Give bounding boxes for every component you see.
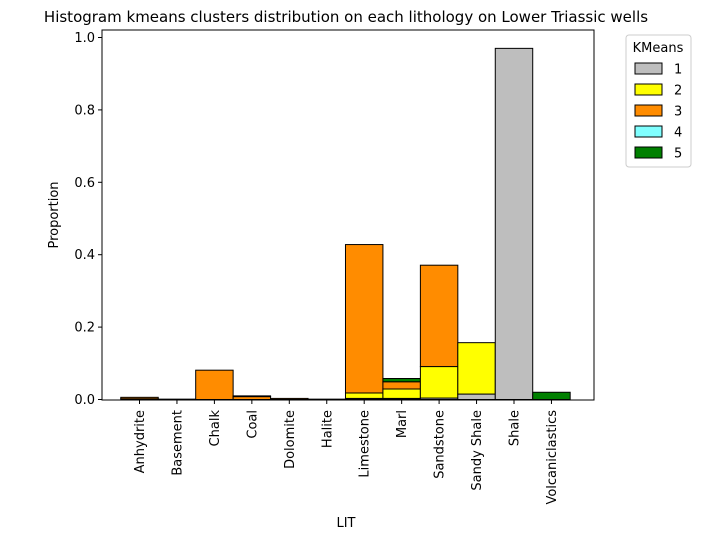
chart-title: Histogram kmeans clusters distribution o…	[44, 8, 648, 26]
y-axis-label: Proportion	[47, 181, 62, 248]
bar-segment-2-limestone	[344, 392, 384, 399]
y-axis: 0.0 0.2 0.4 0.6 0.8 1.0	[74, 31, 102, 408]
y-tick-label: 0.6	[74, 176, 95, 191]
x-axis-label: LIT	[336, 516, 355, 531]
bar-segment-3-anhydrite	[120, 396, 159, 400]
bar-segment-1-shale	[494, 47, 534, 401]
x-tick-label: Halite	[320, 410, 335, 448]
bar-segment-5-volcaniclastics	[532, 391, 571, 401]
x-tick-label: Anhydrite	[133, 410, 148, 473]
x-tick-label: Volcaniclastics	[545, 410, 560, 505]
y-tick-label: 0.2	[74, 321, 95, 336]
x-tick-label: Shale	[508, 410, 523, 446]
legend-title: KMeans	[633, 41, 684, 56]
plot-frame	[101, 29, 595, 401]
legend-swatch-1	[634, 62, 663, 75]
y-tick-label: 0.0	[74, 393, 95, 408]
bar-segment-5-marl	[382, 378, 421, 383]
legend: KMeans 1 2 3 4 5	[625, 34, 692, 168]
legend-swatch-3	[634, 104, 663, 117]
legend-swatch-2	[634, 83, 663, 96]
y-tick-label: 1.0	[74, 31, 95, 46]
x-tick-label: Dolomite	[283, 410, 298, 469]
bar-segment-3-marl	[382, 381, 421, 390]
legend-label-3: 3	[674, 105, 682, 120]
x-tick-label: Limestone	[358, 410, 373, 478]
bar-segment-3-dolomite	[270, 397, 309, 401]
bars-group	[120, 47, 571, 401]
x-tick-label: Basement	[170, 410, 185, 476]
bar-segment-3-chalk	[195, 369, 234, 400]
legend-label-4: 4	[674, 126, 682, 141]
x-tick-label: Marl	[395, 410, 410, 438]
bar-segment-2-marl	[382, 388, 421, 399]
bar-segment-5-coal	[232, 395, 272, 398]
legend-swatch-5	[634, 146, 663, 159]
legend-label-2: 2	[674, 84, 682, 99]
x-axis: Anhydrite Basement Chalk Coal Dolomite Halite…	[133, 400, 560, 505]
bar-segment-2-sandy-shale	[457, 342, 496, 395]
bar-segment-1-sandy-shale	[457, 393, 496, 401]
bar-segment-2-sandstone	[419, 366, 459, 399]
y-tick-label: 0.8	[74, 103, 95, 118]
x-tick-label: Coal	[245, 410, 260, 439]
legend-label-5: 5	[674, 147, 682, 162]
x-tick-label: Chalk	[208, 410, 223, 447]
y-tick-label: 0.4	[74, 248, 95, 263]
bar-segment-3-limestone	[344, 244, 384, 394]
legend-swatch-4	[634, 125, 663, 138]
x-tick-label: Sandy Shale	[470, 410, 485, 491]
legend-label-1: 1	[674, 63, 682, 78]
x-tick-label: Sandstone	[433, 410, 448, 479]
bar-segment-3-sandstone	[419, 264, 459, 368]
